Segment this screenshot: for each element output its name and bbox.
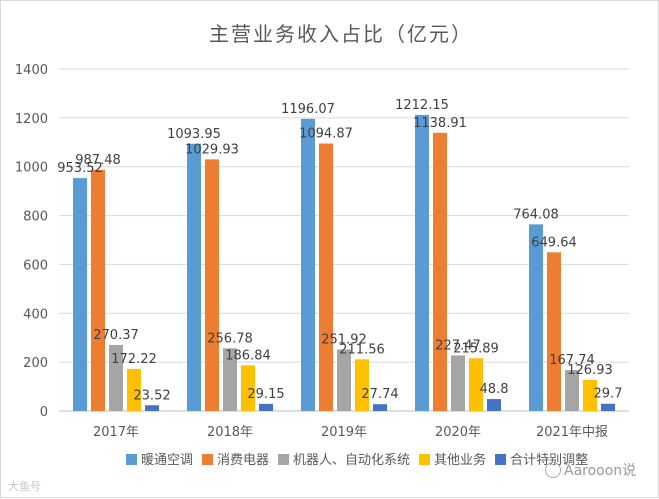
y-tick-label: 1200 (15, 112, 48, 127)
x-tick-label: 2021年中报 (536, 425, 608, 440)
bar (583, 379, 597, 411)
bar (565, 370, 579, 411)
watermark-left: 大鱼号 (8, 478, 41, 494)
bar (373, 404, 387, 411)
data-label: 987.48 (75, 153, 121, 168)
data-label: 1029.93 (185, 142, 239, 157)
y-tick-label: 800 (23, 210, 48, 225)
watermark-left-text: 大鱼号 (8, 480, 41, 493)
x-axis-ticks: 2017年 2018年 2019年 2020年 2021年中报 (93, 425, 608, 440)
data-label: 126.93 (567, 363, 613, 378)
bar (355, 359, 369, 411)
data-label: 764.08 (513, 207, 559, 222)
y-tick-label: 0 (40, 405, 48, 420)
bar (601, 403, 615, 411)
data-label: 1093.95 (167, 127, 221, 142)
bar (145, 405, 159, 411)
legend-label: 机器人、自动化系统 (293, 453, 410, 468)
watermark-right: Aarooon说 (545, 460, 636, 480)
y-axis-ticks: 0 200 400 600 800 1000 1200 1400 (15, 63, 48, 420)
legend-label: 合计特别调整 (510, 453, 588, 468)
data-label: 29.7 (594, 387, 623, 402)
bar (127, 368, 141, 411)
bar (319, 143, 333, 412)
legend-swatch (126, 454, 137, 465)
bar (529, 224, 543, 411)
data-label: 953.52 (57, 161, 103, 176)
data-label: 215.89 (453, 341, 499, 356)
bar (187, 143, 201, 411)
legend-swatch (495, 454, 507, 465)
bar (433, 132, 447, 411)
y-tick-label: 200 (23, 356, 48, 371)
bar (547, 252, 561, 411)
bar (451, 355, 465, 411)
y-tick-label: 1000 (15, 161, 48, 176)
watermark-logo-icon (545, 462, 561, 478)
data-label: 167.74 (549, 353, 595, 368)
bar (205, 159, 219, 411)
legend-label: 消费电器 (217, 453, 269, 468)
bar (487, 399, 501, 411)
data-label: 172.22 (111, 352, 157, 367)
legend-swatch (202, 454, 214, 465)
legend-swatch (278, 454, 290, 465)
bar (73, 178, 87, 411)
data-label: 1138.91 (413, 116, 467, 131)
bar (259, 403, 273, 411)
bars (73, 114, 615, 412)
bar (301, 118, 315, 411)
data-label: 251.92 (321, 332, 367, 347)
y-tick-label: 1400 (15, 63, 48, 78)
x-tick-label: 2019年 (321, 425, 367, 440)
gridlines (59, 68, 629, 412)
data-label: 211.56 (339, 342, 385, 357)
legend-label: 其他业务 (434, 452, 486, 468)
data-label: 29.15 (247, 387, 284, 402)
data-label: 1212.15 (395, 98, 449, 113)
legend-swatch (419, 454, 431, 465)
legend: 暖通空调 消费电器 机器人、自动化系统 其他业务 合计特别调整 (126, 452, 588, 468)
bar (91, 169, 105, 411)
bar (337, 349, 351, 411)
data-label: 186.84 (225, 348, 271, 363)
watermark-right-text: Aarooon说 (564, 463, 637, 479)
bar (241, 365, 255, 411)
data-label: 48.8 (480, 382, 509, 397)
data-label: 27.74 (361, 387, 398, 402)
data-label: 23.52 (133, 388, 170, 403)
data-label: 270.37 (93, 328, 139, 343)
bar (415, 114, 429, 411)
x-tick-label: 2017年 (93, 425, 139, 440)
data-label: 256.78 (207, 331, 253, 346)
legend-label: 暖通空调 (141, 453, 193, 468)
data-label: 1196.07 (281, 102, 335, 117)
data-label: 1094.87 (299, 127, 353, 142)
x-tick-label: 2018年 (207, 425, 253, 440)
y-tick-label: 400 (23, 307, 48, 322)
data-label: 649.64 (531, 235, 577, 250)
chart-title: 主营业务收入占比（亿元） (209, 22, 473, 46)
bar (223, 348, 237, 411)
x-tick-label: 2020年 (435, 425, 481, 440)
y-tick-label: 600 (23, 258, 48, 273)
data-label: 227.47 (435, 338, 481, 353)
bar (469, 358, 483, 411)
bar (109, 344, 123, 411)
